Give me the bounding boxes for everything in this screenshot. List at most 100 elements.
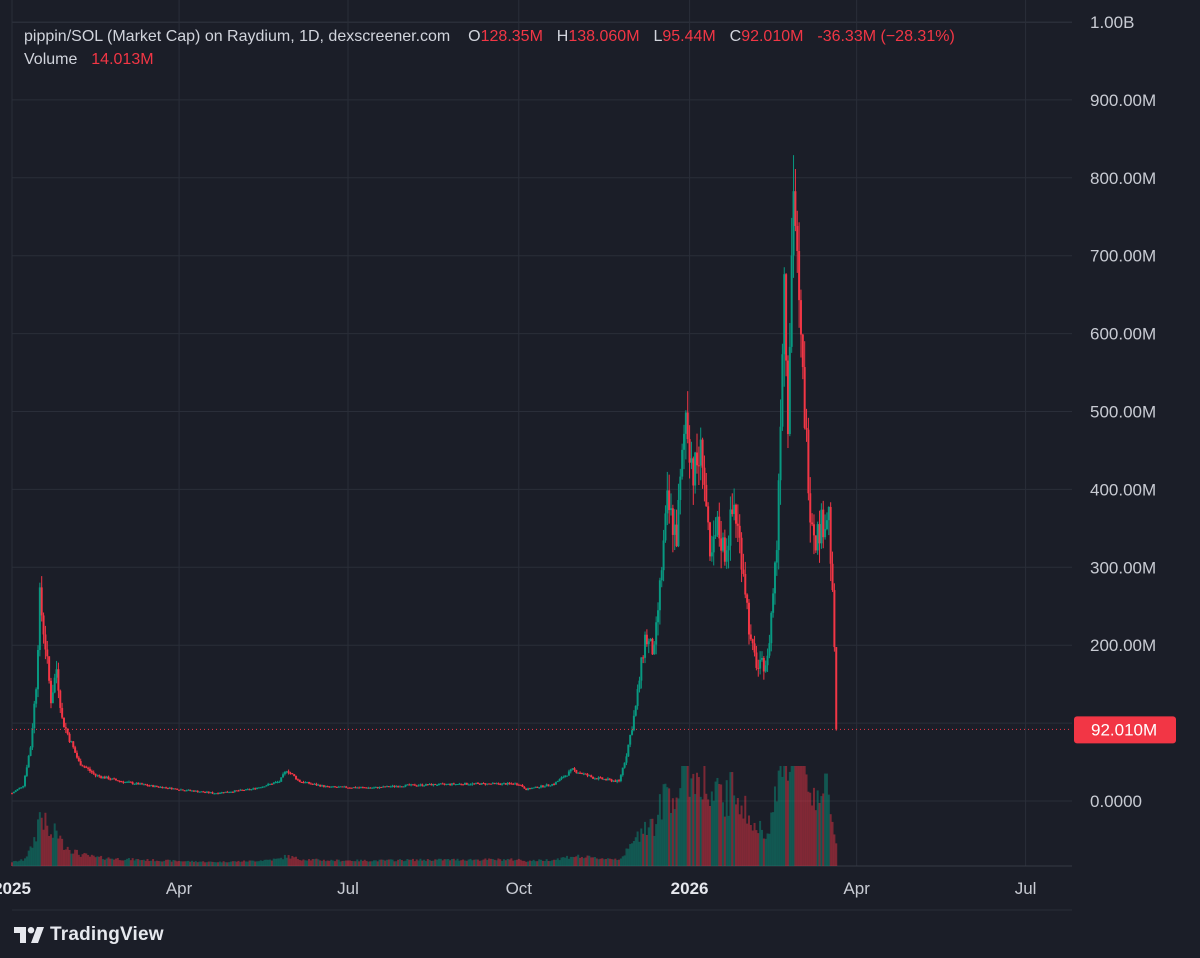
- volume-bar: [599, 858, 602, 866]
- candle-body: [267, 783, 270, 786]
- volume-bar: [655, 824, 658, 866]
- candle-body: [261, 786, 264, 788]
- candle-body: [64, 727, 67, 729]
- volume-bar: [248, 860, 251, 866]
- candle-body: [291, 773, 294, 775]
- volume-bar: [315, 858, 318, 866]
- volume-bar: [606, 858, 609, 866]
- candle-body: [827, 507, 830, 521]
- volume-bar: [410, 859, 413, 866]
- volume-bar: [341, 860, 344, 866]
- volume-bar: [541, 860, 544, 866]
- volume-bar: [209, 861, 212, 866]
- volume-bar: [690, 778, 693, 866]
- volume-bar: [172, 859, 175, 866]
- volume-bar: [773, 786, 776, 866]
- volume-bar: [426, 859, 429, 866]
- volume-bar: [51, 837, 54, 866]
- candle-body: [315, 783, 318, 786]
- volume-bar: [118, 860, 121, 866]
- candle-body: [243, 790, 246, 792]
- tradingview-logo[interactable]: TradingView: [14, 922, 164, 948]
- volume-bar: [592, 857, 595, 866]
- volume-bar: [601, 858, 604, 866]
- volume-bar: [772, 812, 775, 866]
- volume-bar: [463, 860, 466, 866]
- candle-body: [718, 516, 721, 539]
- candle-body: [662, 540, 665, 571]
- close-label: C: [729, 28, 742, 45]
- candle-body: [825, 520, 828, 530]
- high-label: H: [556, 28, 569, 45]
- volume-bar: [246, 861, 249, 866]
- volume-bar: [528, 860, 531, 866]
- volume-bar: [786, 780, 789, 866]
- volume-bar: [165, 859, 168, 866]
- candle-body: [408, 784, 411, 786]
- candle-body: [709, 522, 712, 557]
- candle-body: [521, 785, 524, 787]
- candle-body: [126, 781, 129, 783]
- volume-bar: [48, 835, 51, 866]
- volume-bar: [352, 861, 355, 866]
- volume-bar: [551, 860, 554, 866]
- candle-body: [720, 538, 723, 551]
- volume-bar: [402, 861, 405, 866]
- candle-body: [287, 771, 290, 773]
- candle-body: [77, 757, 80, 762]
- candle-body: [506, 782, 509, 785]
- candle-body: [762, 657, 765, 672]
- volume-bar: [664, 783, 667, 866]
- volume-bar: [222, 861, 225, 866]
- candle-body: [259, 787, 262, 789]
- volume-bar: [72, 853, 75, 866]
- candle-body: [465, 782, 468, 785]
- candle-body: [517, 784, 520, 786]
- candle-body: [289, 772, 292, 774]
- volume-bar: [29, 846, 32, 866]
- candle-body: [519, 784, 522, 786]
- volume-bar: [55, 830, 58, 866]
- volume-bar: [759, 820, 762, 866]
- candle-body: [705, 484, 708, 507]
- volume-bar: [324, 861, 327, 866]
- volume-bar: [508, 859, 511, 866]
- volume-bar: [569, 856, 572, 866]
- candle-body: [798, 251, 801, 301]
- candle-body: [805, 427, 808, 430]
- candle-body: [616, 780, 619, 782]
- volume-bar: [527, 861, 530, 866]
- volume-bar: [361, 860, 364, 866]
- candle-body: [358, 787, 361, 789]
- candle-body: [757, 667, 760, 669]
- volume-bar: [671, 798, 674, 866]
- candle-body: [101, 776, 104, 778]
- candle-body: [191, 790, 194, 792]
- volume-bar: [38, 812, 41, 866]
- candle-body: [276, 781, 279, 783]
- candle-body: [103, 776, 106, 779]
- volume-bar: [421, 860, 424, 866]
- volume-bar: [40, 817, 43, 866]
- candle-body: [489, 783, 492, 785]
- volume-bar: [356, 859, 359, 866]
- candle-body: [200, 791, 203, 793]
- volume-bar: [213, 862, 216, 866]
- candle-body: [226, 791, 229, 793]
- candle-body: [584, 773, 587, 775]
- volume-bar: [450, 858, 453, 866]
- volume-bar: [267, 859, 270, 866]
- volume-bar: [417, 860, 420, 866]
- candle-body: [606, 778, 609, 780]
- volume-bar: [734, 804, 737, 866]
- volume-bar: [662, 784, 665, 866]
- volume-bar: [176, 861, 179, 866]
- price-tick-label: 1.00B: [1090, 13, 1134, 32]
- candle-body: [703, 467, 706, 485]
- volume-bar: [311, 858, 314, 866]
- candle-body: [404, 784, 407, 787]
- volume-bar: [382, 859, 385, 866]
- candle-body: [168, 787, 171, 789]
